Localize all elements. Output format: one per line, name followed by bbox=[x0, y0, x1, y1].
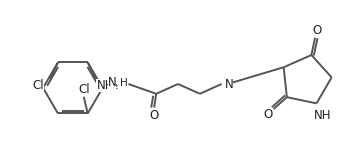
Text: O: O bbox=[150, 109, 159, 122]
Text: NH: NH bbox=[313, 109, 331, 122]
Text: H: H bbox=[120, 78, 128, 88]
Text: O: O bbox=[312, 24, 321, 36]
Text: N: N bbox=[108, 77, 116, 89]
Text: N: N bbox=[224, 79, 233, 91]
Text: O: O bbox=[263, 108, 272, 121]
Text: NH₂: NH₂ bbox=[96, 80, 119, 92]
Text: Cl: Cl bbox=[33, 80, 44, 92]
Text: Cl: Cl bbox=[78, 83, 90, 96]
